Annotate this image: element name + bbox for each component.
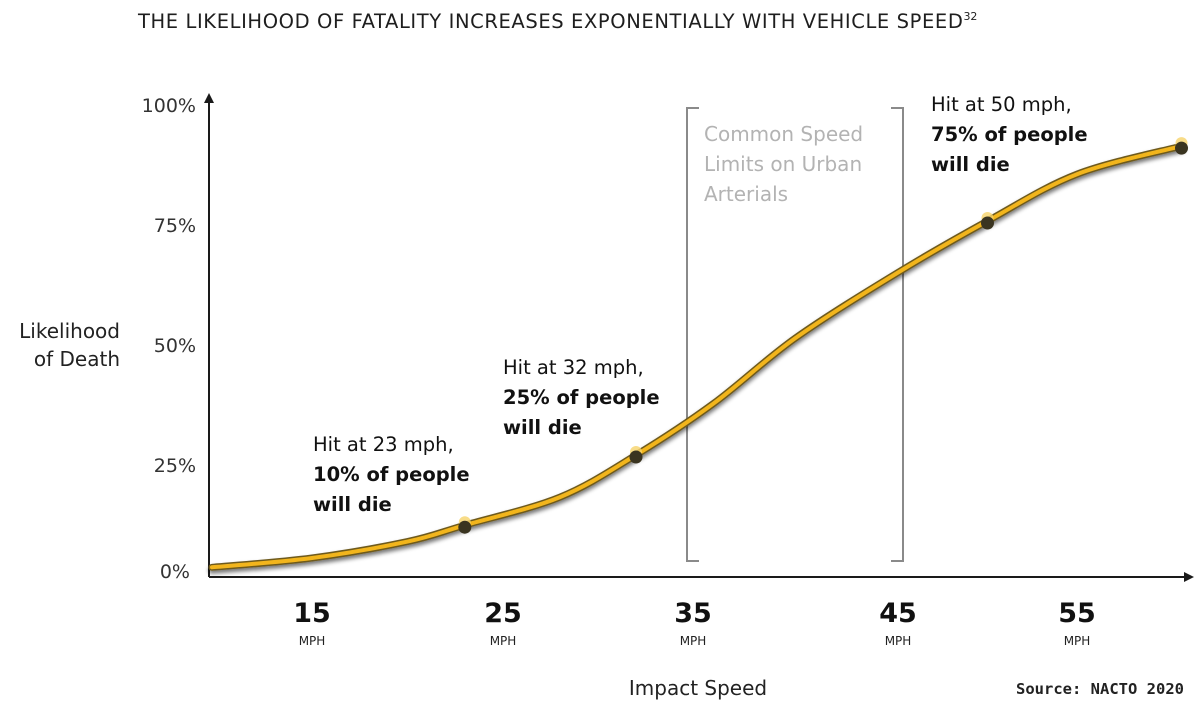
y-axis-arrow bbox=[204, 93, 214, 103]
y-tick-label: 25% bbox=[154, 455, 196, 477]
y-tick-label: 50% bbox=[154, 335, 196, 357]
annotation-line: Hit at 23 mph, bbox=[313, 433, 454, 456]
x-tick-label: 25 bbox=[484, 598, 522, 629]
annotation-32mph: Hit at 32 mph, 25% of people will die bbox=[503, 356, 666, 439]
annotation-50mph: Hit at 50 mph, 75% of people will die bbox=[931, 93, 1094, 176]
annotation-line: Hit at 32 mph, bbox=[503, 356, 644, 379]
annotation-line: will die bbox=[313, 493, 392, 516]
marker-layer bbox=[458, 137, 1188, 534]
x-axis-label: Impact Speed bbox=[629, 676, 767, 700]
x-axis-arrow bbox=[1184, 572, 1194, 582]
y-tick-label: 0% bbox=[160, 561, 190, 583]
y-axis-label-line2: of Death bbox=[34, 347, 120, 371]
annotation-line: will die bbox=[503, 416, 582, 439]
annotation-23mph: Hit at 23 mph, 10% of people will die bbox=[313, 433, 476, 516]
x-tick-unit: MPH bbox=[490, 634, 517, 648]
x-tick-label: 55 bbox=[1058, 598, 1096, 629]
x-tick-unit: MPH bbox=[680, 634, 707, 648]
y-tick-label: 100% bbox=[142, 95, 196, 117]
y-axis-label-line1: Likelihood bbox=[19, 319, 120, 343]
curve-layer bbox=[208, 142, 1185, 571]
annotation-line: 75% of people bbox=[931, 123, 1088, 146]
annotation-line: Hit at 50 mph, bbox=[931, 93, 1072, 116]
annotation-line: 25% of people bbox=[503, 386, 660, 409]
x-tick-unit: MPH bbox=[1064, 634, 1091, 648]
data-point bbox=[1175, 141, 1188, 155]
data-point bbox=[981, 216, 994, 230]
chart-title: THE LIKELIHOOD OF FATALITY INCREASES EXP… bbox=[138, 10, 978, 33]
fatality-curve bbox=[210, 144, 1184, 570]
annotation-line: will die bbox=[931, 153, 1010, 176]
speed-zone-bracket-right bbox=[891, 107, 904, 562]
x-tick-unit: MPH bbox=[885, 634, 912, 648]
speed-zone-label-line: Limits on Urban bbox=[704, 152, 862, 176]
x-tick-unit: MPH bbox=[299, 634, 326, 648]
y-tick-label: 75% bbox=[154, 215, 196, 237]
x-tick-label: 15 bbox=[293, 598, 331, 629]
speed-zone-label-line: Common Speed bbox=[704, 122, 863, 146]
annotation-line: 10% of people bbox=[313, 463, 470, 486]
speed-zone-label-line: Arterials bbox=[704, 182, 788, 206]
speed-zone-bracket-left bbox=[686, 107, 699, 562]
source-note: Source: NACTO 2020 bbox=[1016, 680, 1184, 698]
data-point bbox=[458, 520, 472, 534]
x-tick-label: 45 bbox=[879, 598, 917, 629]
footnote-marker: 32 bbox=[963, 10, 978, 23]
x-tick-label: 35 bbox=[674, 598, 712, 629]
data-point bbox=[629, 450, 643, 464]
